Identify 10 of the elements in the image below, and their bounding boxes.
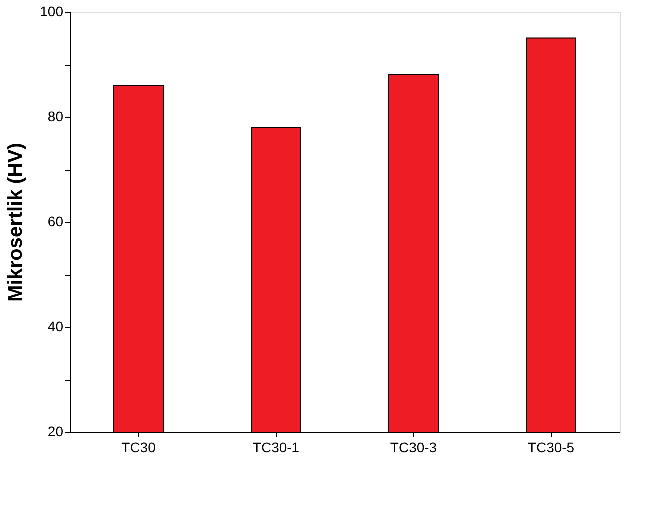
y-axis-title: Mikrosertlik (HV) xyxy=(5,143,28,302)
y-tick-label: 40 xyxy=(48,318,64,334)
y-tick-label: 60 xyxy=(48,214,64,230)
x-tick-label: TC30-1 xyxy=(252,440,300,456)
y-tick-label: 20 xyxy=(48,424,64,440)
x-tick-label: TC30-3 xyxy=(390,440,438,456)
y-tick-label: 100 xyxy=(40,4,64,20)
x-tick-label: TC30-5 xyxy=(528,440,575,456)
x-tick-label: TC30 xyxy=(122,440,156,456)
y-tick-label: 80 xyxy=(48,108,64,124)
